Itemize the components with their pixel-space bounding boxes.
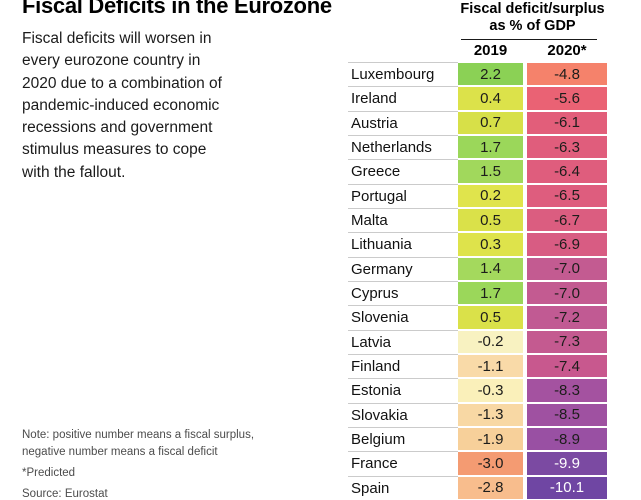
value-2020: -5.6 — [527, 87, 607, 110]
value-2019: 2.2 — [458, 63, 523, 86]
table-row: Slovenia 0.5 -7.2 — [348, 305, 607, 329]
table-header: Fiscal deficit/surplus as % of GDP — [453, 1, 612, 35]
value-2019: -1.1 — [458, 354, 523, 378]
country-label: Cyprus — [348, 280, 458, 305]
predicted-note: *Predicted — [22, 467, 76, 479]
header-rule — [461, 39, 597, 40]
table-row: Spain -2.8 -10.1 — [348, 475, 607, 500]
country-label: Spain — [348, 475, 458, 500]
value-2019: 0.5 — [458, 306, 523, 329]
table-row: France -3.0 -9.9 — [348, 451, 607, 475]
description-line: Fiscal deficits will worsen in — [22, 30, 212, 47]
country-label: Netherlands — [348, 134, 458, 159]
country-label: Finland — [348, 353, 458, 378]
value-2019: -2.8 — [458, 476, 523, 499]
data-table: Fiscal deficit/surplus as % of GDP 2019 … — [348, 0, 607, 500]
table-row: Malta 0.5 -6.7 — [348, 207, 607, 232]
value-2020: -7.4 — [527, 354, 607, 378]
country-label: Germany — [348, 256, 458, 281]
value-2019: 1.7 — [458, 135, 523, 159]
table-row: Portugal 0.2 -6.5 — [348, 183, 607, 208]
country-label: Slovenia — [348, 305, 458, 329]
country-label: Malta — [348, 207, 458, 232]
value-2020: -8.3 — [527, 379, 607, 402]
value-2019: 0.5 — [458, 208, 523, 232]
value-2019: 0.2 — [458, 184, 523, 207]
note-text-line2: negative number means a fiscal deficit — [22, 446, 218, 458]
country-label: Slovakia — [348, 402, 458, 427]
table-row: Germany 1.4 -7.0 — [348, 256, 607, 281]
value-2019: -1.3 — [458, 403, 523, 426]
page-title: Fiscal Deficits in the Eurozone — [22, 0, 332, 18]
value-2020: -7.2 — [527, 306, 607, 329]
description-line: pandemic-induced economic — [22, 96, 220, 114]
value-2019: 0.4 — [458, 87, 523, 110]
value-2020: -8.9 — [527, 427, 607, 451]
table-row: Ireland 0.4 -5.6 — [348, 86, 607, 110]
value-2020: -6.9 — [527, 233, 607, 256]
country-label: France — [348, 451, 458, 475]
country-label: Austria — [348, 110, 458, 135]
country-label: Luxembourg — [348, 62, 458, 86]
country-label: Estonia — [348, 378, 458, 402]
value-2019: 1.5 — [458, 160, 523, 183]
country-label: Greece — [348, 159, 458, 183]
value-2020: -6.1 — [527, 111, 607, 134]
country-label: Lithuania — [348, 232, 458, 256]
value-2019: 1.7 — [458, 281, 523, 305]
value-2020: -6.3 — [527, 135, 607, 159]
note-text-line1: Note: positive number means a fiscal sur… — [22, 429, 255, 441]
value-2019: -1.9 — [458, 427, 523, 451]
value-2020: -8.5 — [527, 403, 607, 426]
table-row: Estonia -0.3 -8.3 — [348, 378, 607, 402]
col-2020-label: 2020* — [547, 42, 587, 59]
value-2019: -0.3 — [458, 379, 523, 402]
table-row: Netherlands 1.7 -6.3 — [348, 134, 607, 159]
value-2019: 0.3 — [458, 233, 523, 256]
table-row: Luxembourg 2.2 -4.8 — [348, 62, 607, 86]
description-line: recessions and government — [22, 119, 213, 137]
value-2020: -6.5 — [527, 184, 607, 207]
value-2019: -0.2 — [458, 330, 523, 353]
value-2020: -10.1 — [527, 476, 607, 499]
value-2020: -7.0 — [527, 257, 607, 280]
table-row: Greece 1.5 -6.4 — [348, 159, 607, 183]
description-line: every eurozone country in — [22, 52, 201, 70]
country-label: Ireland — [348, 86, 458, 110]
value-2020: -7.0 — [527, 281, 607, 305]
value-2020: -6.4 — [527, 160, 607, 183]
table-row: Latvia -0.2 -7.3 — [348, 329, 607, 354]
value-2019: -3.0 — [458, 452, 523, 475]
description-line: stimulus measures to cope — [22, 141, 207, 159]
value-2020: -6.7 — [527, 208, 607, 232]
table-body: Luxembourg 2.2 -4.8 Ireland 0.4 -5.6 Aus… — [348, 62, 607, 500]
table-header-line2: as % of GDP — [489, 18, 576, 34]
source-note: Source: Eurostat — [22, 488, 108, 500]
table-row: Lithuania 0.3 -6.9 — [348, 232, 607, 256]
value-2020: -9.9 — [527, 452, 607, 475]
value-2020: -4.8 — [527, 63, 607, 86]
table-row: Belgium -1.9 -8.9 — [348, 426, 607, 451]
table-row: Slovakia -1.3 -8.5 — [348, 402, 607, 427]
value-2019: 0.7 — [458, 111, 523, 134]
value-2019: 1.4 — [458, 257, 523, 280]
country-label: Belgium — [348, 426, 458, 451]
country-label: Portugal — [348, 183, 458, 208]
table-row: Austria 0.7 -6.1 — [348, 110, 607, 135]
col-2019-label: 2019 — [473, 42, 508, 59]
description-line: 2020 due to a combination of — [22, 74, 222, 92]
table-header-line1: Fiscal deficit/surplus — [460, 1, 605, 17]
country-label: Latvia — [348, 329, 458, 354]
description-line: with the fallout. — [22, 163, 126, 181]
table-row: Finland -1.1 -7.4 — [348, 353, 607, 378]
description: Fiscal deficits will worsen in every euro… — [22, 28, 272, 184]
value-2020: -7.3 — [527, 330, 607, 353]
table-row: Cyprus 1.7 -7.0 — [348, 280, 607, 305]
